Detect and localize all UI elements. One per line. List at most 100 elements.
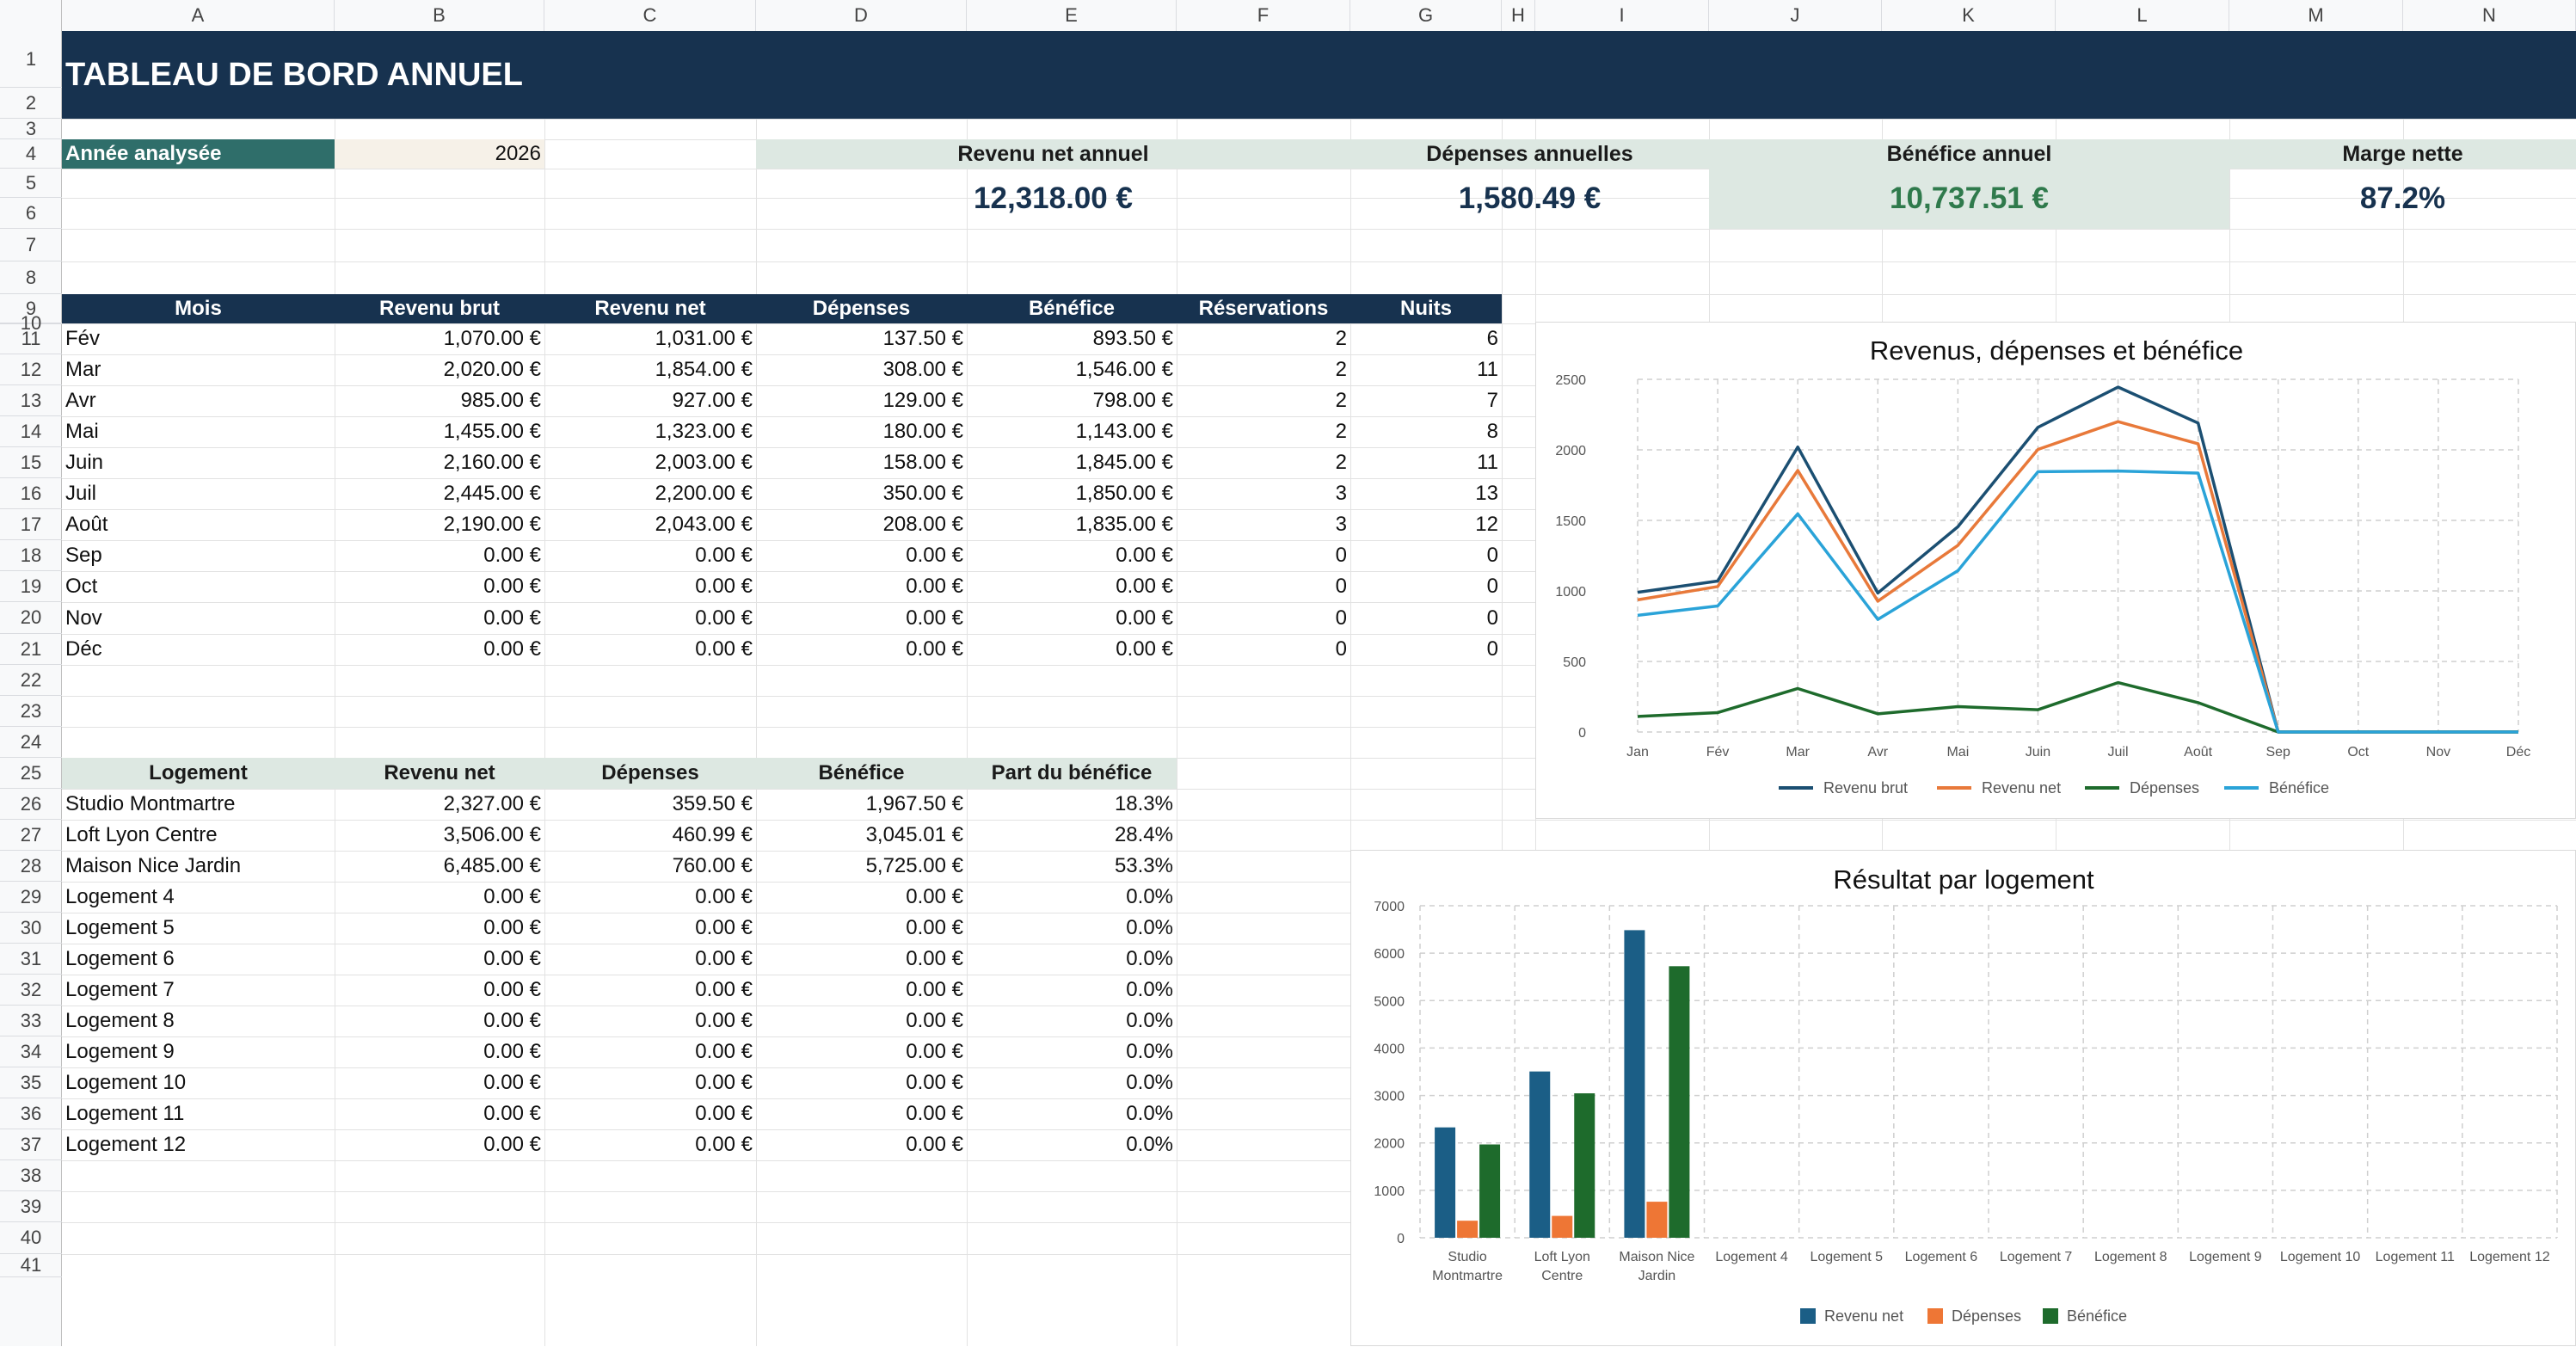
month-table-cell[interactable]: 798.00 € [1092, 389, 1173, 412]
month-table-cell[interactable]: 180.00 € [882, 420, 963, 443]
row-header-24[interactable]: 24 [0, 727, 62, 758]
month-table-cell[interactable]: 1,850.00 € [1075, 482, 1173, 505]
month-table-cell[interactable]: 2 [1335, 327, 1347, 350]
month-table-cell[interactable]: 0.00 € [906, 637, 963, 661]
row-header-16[interactable]: 16 [0, 478, 62, 509]
property-table-cell[interactable]: 0.00 € [906, 1009, 963, 1032]
row-header-5[interactable]: 5 [0, 169, 62, 198]
month-table-cell[interactable]: Sep [65, 544, 102, 567]
property-table-cell[interactable]: Logement 5 [65, 916, 175, 939]
month-table-cell[interactable]: 11 [1477, 451, 1498, 474]
kpi-label-depenses[interactable]: Dépenses annuelles [1426, 141, 1633, 166]
row-header-32[interactable]: 32 [0, 975, 62, 1006]
row-header-33[interactable]: 33 [0, 1006, 62, 1036]
property-table-cell[interactable]: 460.99 € [672, 823, 753, 846]
property-table-cell[interactable]: 0.00 € [483, 1040, 541, 1063]
month-table-cell[interactable]: 8 [1486, 420, 1498, 443]
month-table-cell[interactable]: 1,455.00 € [443, 420, 541, 443]
property-table-cell[interactable]: 0.00 € [695, 1133, 753, 1156]
property-table-cell[interactable]: Studio Montmartre [65, 792, 236, 815]
property-table-cell[interactable]: 0.00 € [906, 1102, 963, 1125]
month-table-cell[interactable]: 137.50 € [882, 327, 963, 350]
month-table-cell[interactable]: 0.00 € [695, 575, 753, 598]
row-header-15[interactable]: 15 [0, 447, 62, 478]
column-header-b[interactable]: B [335, 0, 544, 31]
row-header-23[interactable]: 23 [0, 696, 62, 727]
property-table-header[interactable]: Revenu net [384, 761, 495, 784]
property-table-cell[interactable]: 0.00 € [906, 1071, 963, 1094]
column-header-g[interactable]: G [1350, 0, 1502, 31]
property-table-cell[interactable]: 0.0% [1126, 1071, 1173, 1094]
month-table-cell[interactable]: 1,854.00 € [655, 358, 753, 381]
month-table-header[interactable]: Dépenses [812, 297, 911, 320]
month-table-cell[interactable]: 0.00 € [695, 637, 753, 661]
bar-chart-logement[interactable]: Résultat par logement 0 1000 2000 3000 4000 50… [1350, 850, 2576, 1346]
month-table-cell[interactable]: 11 [1477, 358, 1498, 381]
row-header-25[interactable]: 25 [0, 758, 62, 789]
property-table-cell[interactable]: Logement 11 [65, 1102, 185, 1125]
kpi-label-benefice[interactable]: Bénéfice annuel [1886, 141, 2052, 166]
property-table-cell[interactable]: Logement 6 [65, 947, 175, 970]
column-header-e[interactable]: E [967, 0, 1177, 31]
month-table-header[interactable]: Revenu brut [378, 297, 500, 320]
year-input[interactable]: 2026 [495, 142, 541, 165]
row-header-29[interactable]: 29 [0, 882, 62, 913]
kpi-label-revenu-net[interactable]: Revenu net annuel [957, 141, 1149, 166]
property-table-cell[interactable]: 0.00 € [483, 1133, 541, 1156]
month-table-cell[interactable]: 0.00 € [483, 575, 541, 598]
property-table-cell[interactable]: 0.00 € [906, 885, 963, 908]
property-table-cell[interactable]: 0.00 € [695, 1071, 753, 1094]
property-table-cell[interactable]: 0.00 € [483, 978, 541, 1001]
month-table-header[interactable]: Réservations [1198, 297, 1329, 320]
month-table-cell[interactable]: Mai [65, 420, 99, 443]
line-chart-revenus[interactable]: Revenus, dépenses et bénéfice 0 500 1000 150… [1535, 322, 2576, 819]
property-table-header[interactable]: Part du bénéfice [991, 761, 1153, 784]
property-table-cell[interactable]: 18.3% [1114, 792, 1173, 815]
year-label[interactable]: Année analysée [65, 142, 222, 165]
row-header-34[interactable]: 34 [0, 1036, 62, 1067]
row-header-35[interactable]: 35 [0, 1067, 62, 1098]
month-table-cell[interactable]: 0.00 € [695, 544, 753, 567]
property-table-cell[interactable]: 0.00 € [906, 947, 963, 970]
property-table-cell[interactable]: 0.00 € [695, 1102, 753, 1125]
property-table-cell[interactable]: 0.00 € [906, 916, 963, 939]
row-header-36[interactable]: 36 [0, 1098, 62, 1129]
property-table-cell[interactable]: Loft Lyon Centre [65, 823, 218, 846]
row-header-7[interactable]: 7 [0, 229, 62, 261]
column-header-f[interactable]: F [1177, 0, 1350, 31]
month-table-cell[interactable]: Déc [65, 637, 102, 661]
month-table-cell[interactable]: 0.00 € [1116, 637, 1173, 661]
property-table-cell[interactable]: 0.00 € [483, 885, 541, 908]
property-table-cell[interactable]: 0.0% [1126, 916, 1173, 939]
row-header-8[interactable]: 8 [0, 261, 62, 294]
month-table-cell[interactable]: 208.00 € [882, 513, 963, 536]
month-table-cell[interactable]: 2,200.00 € [655, 482, 753, 505]
kpi-value-revenu-net[interactable]: 12,318.00 € [974, 181, 1133, 215]
month-table-cell[interactable]: 1,835.00 € [1075, 513, 1173, 536]
month-table-cell[interactable]: 13 [1475, 482, 1498, 505]
month-table-header[interactable]: Bénéfice [1028, 297, 1116, 320]
property-table-cell[interactable]: 0.00 € [695, 885, 753, 908]
month-table-cell[interactable]: 0 [1335, 544, 1347, 567]
row-header-1[interactable]: 1 [0, 31, 62, 88]
column-header-k[interactable]: K [1882, 0, 2056, 31]
property-table-cell[interactable]: 1,967.50 € [865, 792, 963, 815]
row-header-28[interactable]: 28 [0, 851, 62, 882]
property-table-cell[interactable]: 3,506.00 € [443, 823, 541, 846]
property-table-cell[interactable]: Logement 9 [65, 1040, 175, 1063]
month-table-cell[interactable]: 2 [1335, 358, 1347, 381]
month-table-cell[interactable]: 0.00 € [906, 606, 963, 630]
property-table-cell[interactable]: 53.3% [1114, 854, 1173, 877]
column-header-a[interactable]: A [62, 0, 335, 31]
property-table-cell[interactable]: 0.00 € [695, 947, 753, 970]
month-table-cell[interactable]: 6 [1486, 327, 1498, 350]
property-table-cell[interactable]: 0.00 € [695, 978, 753, 1001]
property-table-cell[interactable]: 6,485.00 € [443, 854, 541, 877]
month-table-cell[interactable]: 2 [1335, 420, 1347, 443]
kpi-value-depenses[interactable]: 1,580.49 € [1458, 181, 1602, 215]
kpi-label-marge[interactable]: Marge nette [2342, 141, 2463, 166]
property-table-cell[interactable]: Logement 12 [65, 1133, 187, 1156]
property-table-cell[interactable]: 28.4% [1114, 823, 1173, 846]
property-table-header[interactable]: Dépenses [601, 761, 699, 784]
